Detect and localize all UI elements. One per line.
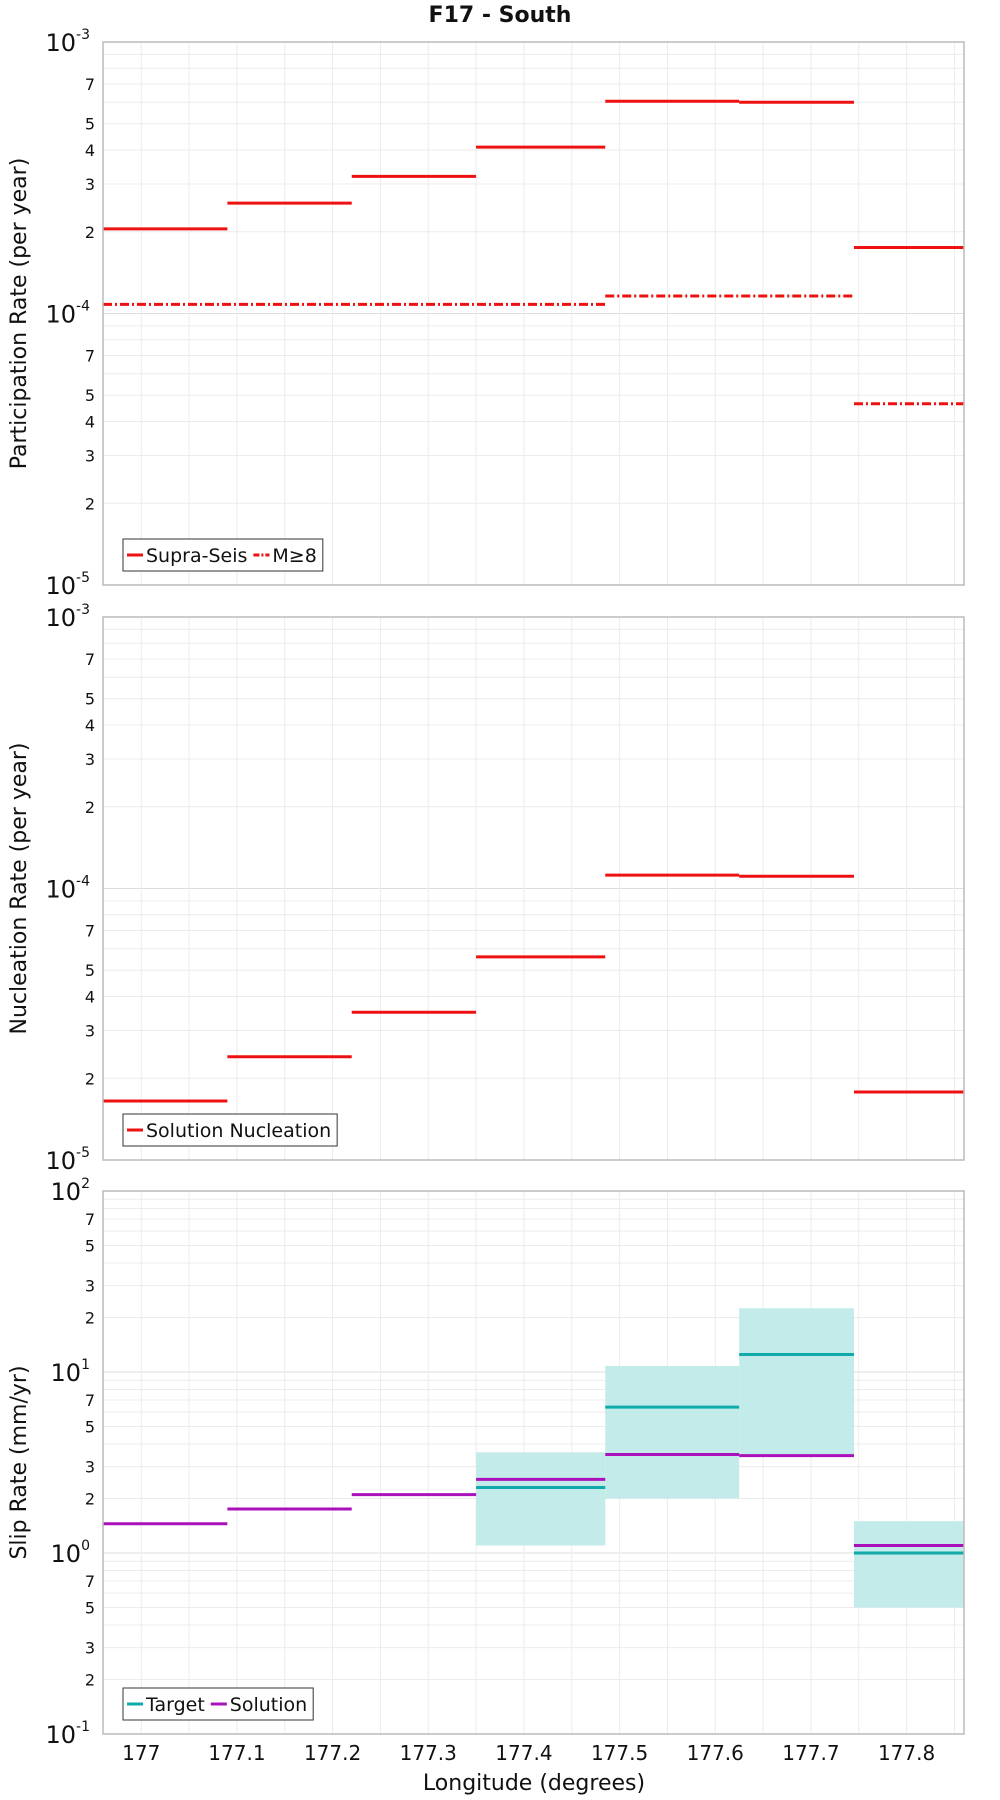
- y-major-tick-label: 101: [51, 1357, 90, 1387]
- y-minor-tick-label: 4: [85, 141, 95, 160]
- y-minor-tick-label: 5: [85, 115, 95, 134]
- legend-entry: Supra-Seis: [146, 545, 247, 567]
- legend: Solution Nucleation: [122, 1113, 338, 1147]
- plot-frame: [102, 41, 965, 586]
- series-m-8: [103, 294, 964, 406]
- x-tick-label: 177: [122, 1741, 160, 1765]
- legend: Supra-Seis M≥8: [122, 538, 324, 572]
- y-major-tick-label: 10-5: [45, 1145, 90, 1175]
- y-minor-tick-label: 3: [85, 446, 95, 465]
- y-minor-tick-label: 2: [85, 1309, 95, 1328]
- x-tick-label: 177.4: [495, 1741, 552, 1765]
- y-minor-tick-label: 2: [85, 223, 95, 242]
- gridlines: [103, 42, 964, 586]
- y-minor-tick-label: 2: [85, 1671, 95, 1690]
- x-tick-label: 177.8: [878, 1741, 935, 1765]
- x-tick-label: 177.5: [591, 1741, 648, 1765]
- legend-box: [122, 538, 324, 572]
- legend-entry: Target: [145, 1694, 205, 1716]
- y-minor-tick-label: 2: [85, 798, 95, 817]
- y-major-tick-label: 10-5: [45, 570, 90, 600]
- y-minor-tick-label: 4: [85, 988, 95, 1007]
- y-minor-tick-label: 2: [85, 1069, 95, 1088]
- y-major-tick-label: 10-3: [45, 27, 90, 57]
- plot-frame: [102, 1190, 965, 1735]
- y-major-tick-label: 10-1: [45, 1719, 90, 1749]
- y-minor-tick-label: 3: [85, 1021, 95, 1040]
- legend-entry: Solution Nucleation: [146, 1120, 331, 1142]
- x-axis-label: Longitude (degrees): [423, 1771, 645, 1796]
- x-tick-label: 177.3: [400, 1741, 457, 1765]
- y-minor-tick-label: 5: [85, 1598, 95, 1617]
- y-minor-tick-label: 7: [85, 1572, 95, 1591]
- legend: Target Solution: [122, 1687, 314, 1721]
- y-minor-tick-label: 3: [85, 750, 95, 769]
- y-axis-label: Slip Rate (mm/yr): [7, 1365, 32, 1559]
- y-minor-tick-label: 2: [85, 1490, 95, 1509]
- plot-frame: [102, 616, 965, 1161]
- panel-2: 10-5 10-4 10-3 2 3 4 5 7 2 3 4 5 7 Nucleation Rate (p…: [7, 602, 965, 1175]
- y-minor-tick-label: 3: [85, 1639, 95, 1658]
- x-tick-label: 177.2: [304, 1741, 361, 1765]
- y-major-tick-label: 10-4: [45, 299, 90, 329]
- x-tick-label: 177.1: [208, 1741, 265, 1765]
- series-target: [476, 1352, 964, 1555]
- y-minor-tick-label: 5: [85, 386, 95, 405]
- y-minor-tick-label: 7: [85, 650, 95, 669]
- y-major-tick-label: 10-4: [45, 874, 90, 904]
- uncertainty-band: [476, 1452, 606, 1546]
- y-major-tick-label: 100: [51, 1538, 90, 1568]
- y-minor-tick-label: 4: [85, 413, 95, 432]
- y-axis-label: Nucleation Rate (per year): [7, 743, 32, 1035]
- series-solution-nucleation: [103, 873, 964, 1103]
- uncertainty-band: [853, 1521, 964, 1608]
- uncertainty-band: [739, 1308, 854, 1455]
- legend-entry: Solution: [230, 1694, 307, 1716]
- legend-entry: M≥8: [272, 545, 316, 567]
- y-minor-tick-label: 3: [85, 175, 95, 194]
- y-minor-tick-label: 5: [85, 1417, 95, 1436]
- series-solution: [103, 1453, 964, 1548]
- y-minor-tick-label: 5: [85, 961, 95, 980]
- y-minor-tick-label: 2: [85, 494, 95, 513]
- panels: 10-5 10-4 10-3 2 3 4 5 7 2 3 4 5 7 Participation Rate…: [7, 27, 965, 1765]
- y-minor-tick-label: 7: [85, 1391, 95, 1410]
- x-tick-labels: 177 177.1 177.2 177.3 177.4 177.5 177.6 177.7 17…: [122, 1741, 935, 1765]
- y-axis-label: Participation Rate (per year): [7, 158, 32, 470]
- x-tick-label: 177.7: [782, 1741, 839, 1765]
- legend-box: [122, 1113, 338, 1147]
- y-minor-tick-label: 3: [85, 1277, 95, 1296]
- figure-title: F17 - South: [429, 3, 572, 28]
- panel-3: 10-1 100 101 102 2 3 5 7 2 3 5 7 2 3 5 7 Slip Rate (mm/y…: [7, 1176, 965, 1749]
- y-major-tick-label: 10-3: [45, 602, 90, 632]
- y-minor-tick-label: 3: [85, 1458, 95, 1477]
- y-minor-tick-label: 5: [85, 1236, 95, 1255]
- gridlines: [103, 617, 964, 1161]
- y-minor-tick-label: 7: [85, 75, 95, 94]
- y-major-tick-label: 102: [51, 1176, 90, 1206]
- x-tick-label: 177.6: [687, 1741, 744, 1765]
- y-minor-tick-label: 7: [85, 347, 95, 366]
- y-minor-tick-label: 5: [85, 690, 95, 709]
- panel-1: 10-5 10-4 10-3 2 3 4 5 7 2 3 4 5 7 Participation Rate…: [7, 27, 965, 600]
- y-minor-tick-label: 7: [85, 922, 95, 941]
- series-supra-seis: [103, 99, 964, 250]
- uncertainty-band: [605, 1365, 740, 1499]
- y-minor-tick-label: 4: [85, 716, 95, 735]
- y-minor-tick-label: 7: [85, 1210, 95, 1229]
